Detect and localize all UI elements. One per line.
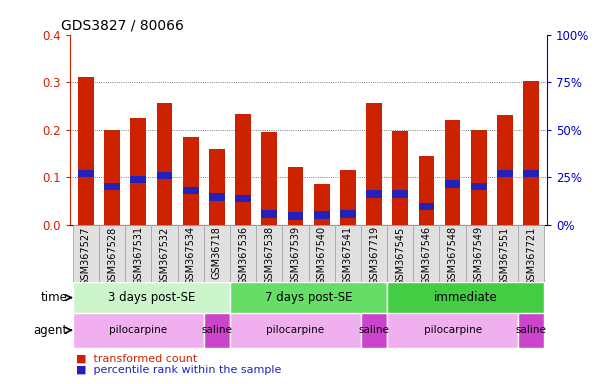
Bar	[235, 195, 251, 202]
Bar	[392, 131, 408, 225]
Text: pilocarpine: pilocarpine	[109, 325, 167, 335]
Bar	[340, 170, 356, 225]
Text: GSM367549: GSM367549	[474, 227, 484, 285]
Bar	[104, 183, 120, 190]
Bar	[73, 225, 99, 282]
Text: GSM367551: GSM367551	[500, 227, 510, 286]
Bar	[156, 103, 172, 225]
Bar	[445, 180, 461, 188]
Text: GDS3827 / 80066: GDS3827 / 80066	[60, 18, 184, 32]
Bar	[413, 225, 439, 282]
Bar	[361, 313, 387, 348]
Bar	[387, 282, 544, 313]
Text: 3 days post-SE: 3 days post-SE	[108, 291, 195, 304]
Bar	[256, 225, 282, 282]
Bar	[125, 225, 152, 282]
Bar	[209, 193, 225, 201]
Bar	[230, 225, 256, 282]
Bar	[387, 313, 518, 348]
Bar	[288, 212, 303, 220]
Bar	[131, 176, 146, 183]
Text: GSM367548: GSM367548	[448, 227, 458, 285]
Bar	[419, 203, 434, 210]
Bar	[183, 187, 199, 194]
Bar	[392, 190, 408, 197]
Bar	[366, 190, 382, 197]
Bar	[73, 313, 204, 348]
Text: GSM367719: GSM367719	[369, 227, 379, 285]
Bar	[471, 183, 486, 190]
Text: ■  transformed count: ■ transformed count	[76, 353, 197, 363]
Bar	[523, 169, 539, 177]
Text: ■  percentile rank within the sample: ■ percentile rank within the sample	[76, 365, 282, 375]
Bar	[439, 225, 466, 282]
Bar	[262, 210, 277, 218]
Text: GSM367527: GSM367527	[81, 227, 91, 286]
Bar	[73, 282, 230, 313]
Bar	[366, 103, 382, 225]
Text: GSM36718: GSM36718	[212, 227, 222, 279]
Text: 7 days post-SE: 7 days post-SE	[265, 291, 353, 304]
Bar	[314, 211, 329, 219]
Text: GSM367528: GSM367528	[107, 227, 117, 286]
Bar	[497, 169, 513, 177]
Bar	[99, 225, 125, 282]
Bar	[466, 225, 492, 282]
Bar	[340, 210, 356, 218]
Bar	[314, 184, 329, 225]
Text: GSM367536: GSM367536	[238, 227, 248, 285]
Bar	[262, 132, 277, 225]
Bar	[282, 225, 309, 282]
Text: GSM367545: GSM367545	[395, 227, 405, 286]
Bar	[497, 115, 513, 225]
Bar	[230, 282, 387, 313]
Text: GSM367721: GSM367721	[526, 227, 536, 286]
Bar	[309, 225, 335, 282]
Text: GSM367540: GSM367540	[316, 227, 327, 285]
Text: time: time	[40, 291, 67, 304]
Text: immediate: immediate	[434, 291, 497, 304]
Bar	[178, 225, 204, 282]
Text: GSM367532: GSM367532	[159, 227, 169, 286]
Bar	[152, 225, 178, 282]
Bar	[419, 156, 434, 225]
Bar	[288, 167, 303, 225]
Bar	[104, 130, 120, 225]
Bar	[78, 169, 94, 177]
Bar	[492, 225, 518, 282]
Bar	[78, 77, 94, 225]
Text: GSM367546: GSM367546	[422, 227, 431, 285]
Text: GSM367531: GSM367531	[133, 227, 144, 285]
Bar	[335, 225, 361, 282]
Text: agent: agent	[33, 324, 67, 337]
Bar	[518, 225, 544, 282]
Bar	[518, 313, 544, 348]
Text: saline: saline	[202, 325, 232, 335]
Text: pilocarpine: pilocarpine	[423, 325, 481, 335]
Bar	[204, 313, 230, 348]
Text: pilocarpine: pilocarpine	[266, 325, 324, 335]
Bar	[183, 137, 199, 225]
Bar	[471, 130, 486, 225]
Bar	[523, 81, 539, 225]
Bar	[361, 225, 387, 282]
Bar	[445, 120, 461, 225]
Text: GSM367541: GSM367541	[343, 227, 353, 285]
Text: saline: saline	[359, 325, 389, 335]
Bar	[131, 118, 146, 225]
Text: GSM367534: GSM367534	[186, 227, 196, 285]
Bar	[209, 149, 225, 225]
Text: saline: saline	[516, 325, 547, 335]
Bar	[230, 313, 361, 348]
Bar	[387, 225, 413, 282]
Bar	[204, 225, 230, 282]
Bar	[235, 114, 251, 225]
Bar	[156, 172, 172, 179]
Text: GSM367539: GSM367539	[290, 227, 301, 285]
Text: GSM367538: GSM367538	[265, 227, 274, 285]
